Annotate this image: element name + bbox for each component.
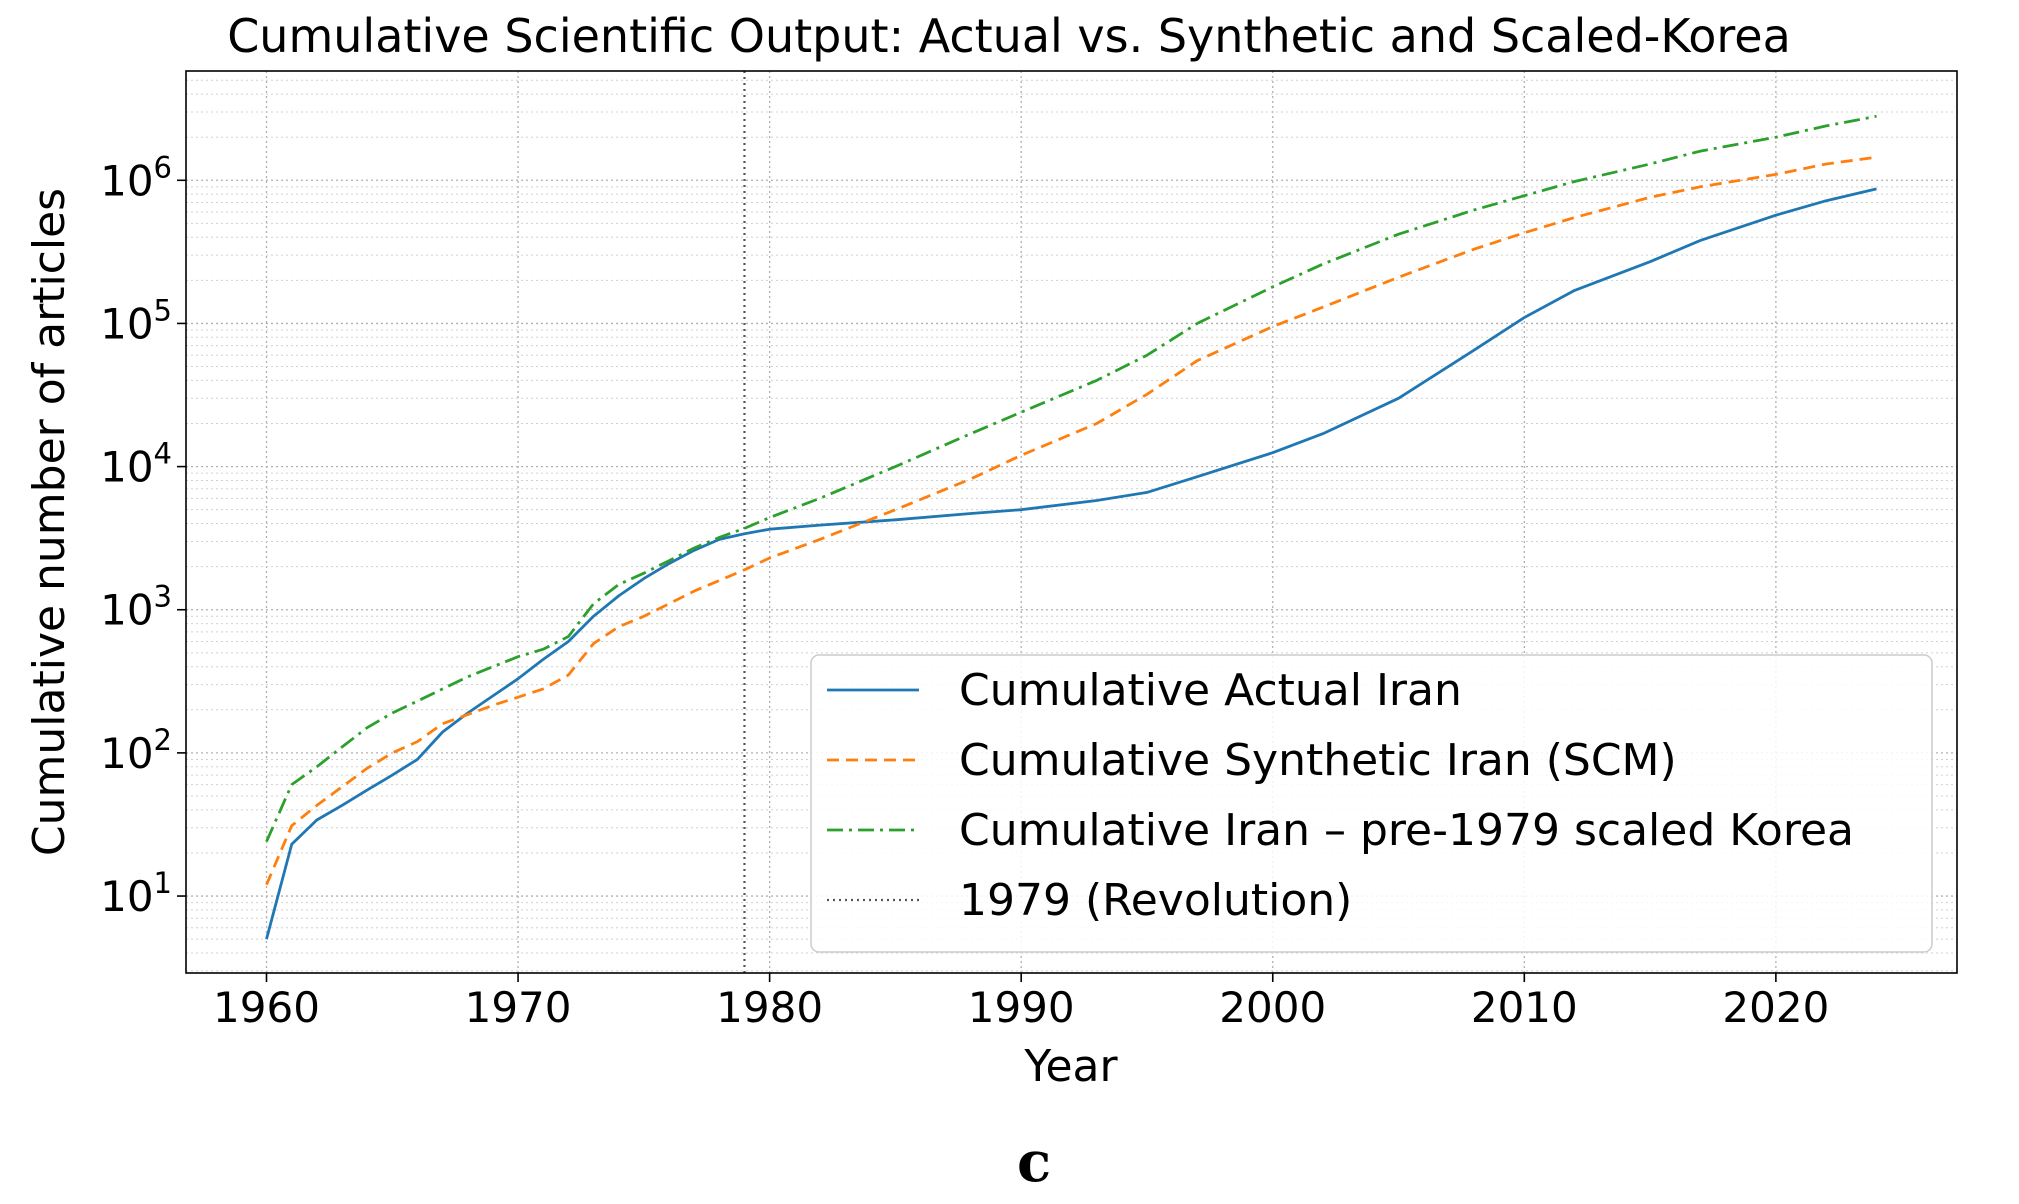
x-tick-label: 2020 [1722,983,1829,1032]
x-tick-label: 1990 [968,983,1075,1032]
legend-item: Cumulative Actual Iran [827,665,1462,716]
x-tick-label: 1980 [716,983,823,1032]
y-tick-label: 105 [100,293,172,348]
panel-label: c [1017,1129,1051,1195]
chart-title: Cumulative Scientific Output: Actual vs.… [227,9,1791,63]
legend-label: Cumulative Actual Iran [959,665,1462,716]
x-tick-label: 1970 [465,983,572,1032]
legend-item: 1979 (Revolution) [827,875,1352,926]
x-tick-label: 2010 [1471,983,1578,1032]
legend-item: Cumulative Iran – pre-1979 scaled Korea [827,805,1854,856]
x-tick-label: 1960 [213,983,320,1032]
series-line-3 [265,114,1877,843]
y-tick-label: 103 [100,580,172,635]
legend-item: Cumulative Synthetic Iran (SCM) [827,735,1677,786]
y-axis-label: Cumulative number of articles [24,188,75,856]
y-axis: 101 102 103 104 105 106 [100,150,186,921]
plot-frame [185,70,1958,974]
x-axis-label: Year [1023,1041,1118,1092]
series-line-2 [265,155,1877,886]
legend: Cumulative Actual Iran Cumulative Synthet… [810,654,1933,953]
legend-label: 1979 (Revolution) [959,875,1352,926]
series-group [265,114,1877,940]
y-tick-label: 102 [100,723,172,778]
series-line-1 [265,187,1877,940]
y-tick-label: 106 [100,150,172,205]
y-tick-label: 101 [100,866,172,921]
legend-label: Cumulative Iran – pre-1979 scaled Korea [959,805,1854,856]
legend-box [810,654,1933,953]
y-tick-label: 104 [100,437,172,492]
x-axis: 1960 1970 1980 1990 2000 2010 2020 [213,973,1829,1032]
x-tick-label: 2000 [1219,983,1326,1032]
legend-label: Cumulative Synthetic Iran (SCM) [959,735,1677,786]
